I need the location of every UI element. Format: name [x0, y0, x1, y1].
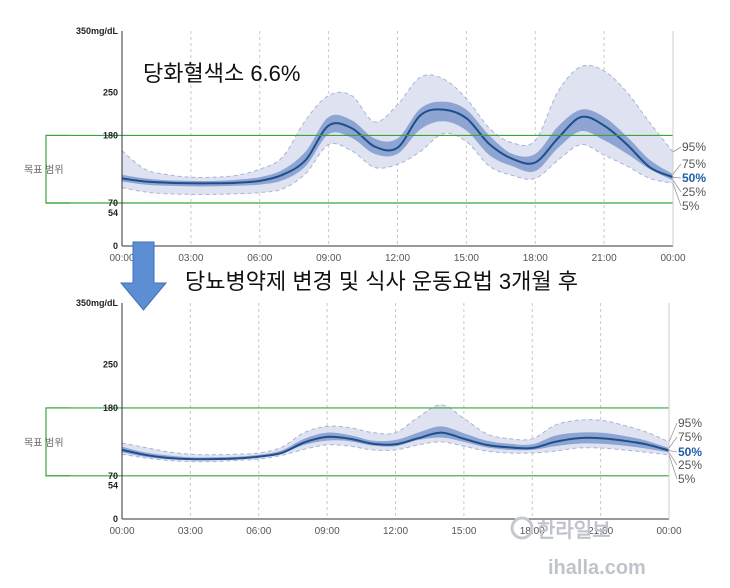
median-line — [121, 108, 674, 185]
target-range-label: 목표 범위 — [24, 436, 64, 449]
percentile-connector — [672, 183, 682, 207]
percentile-label: 50% — [682, 171, 706, 185]
band-5-95-edge-lower — [121, 441, 670, 463]
median-line — [121, 431, 670, 461]
x-tick-label: 00:00 — [660, 253, 685, 264]
percentile-label: 25% — [682, 185, 706, 199]
y-tick-label: 54 — [108, 208, 118, 218]
percentile-connector — [672, 180, 682, 193]
x-tick-label: 21:00 — [592, 253, 617, 264]
x-tick-label: 12:00 — [385, 253, 410, 264]
percentile-label: 95% — [678, 416, 702, 430]
percentile-label: 5% — [678, 472, 696, 486]
x-tick-label: 00:00 — [656, 526, 681, 537]
x-tick-label: 03:00 — [178, 526, 203, 537]
y-tick-label: 250 — [103, 87, 118, 97]
percentile-label: 25% — [678, 458, 702, 472]
percentile-label: 50% — [678, 445, 702, 459]
target-bracket — [45, 134, 70, 204]
band-25-75 — [122, 426, 669, 460]
target-bracket — [45, 407, 70, 477]
percentile-connector — [668, 436, 678, 449]
y-tick-label: 0 — [113, 514, 118, 524]
band-5-95-edge-lower — [121, 132, 674, 195]
band-5-95-edge-upper — [121, 404, 670, 456]
x-tick-label: 15:00 — [451, 526, 476, 537]
y-tick-label: 180 — [103, 403, 118, 413]
y-tick-label: 250 — [103, 360, 118, 370]
watermark-korean: 한라일보 — [537, 519, 611, 542]
watermark-url: ihalla.com — [548, 557, 646, 579]
x-tick-label: 12:00 — [383, 526, 408, 537]
percentile-connector — [672, 176, 682, 179]
chart-after: 00:00 03:00 06:00 09:00 12:00 15:00 18:00 21:00… — [24, 298, 702, 537]
down-arrow — [119, 241, 168, 311]
x-tick-label: 15:00 — [454, 253, 479, 264]
x-tick-label: 00:00 — [109, 526, 134, 537]
x-tick-label: 03:00 — [178, 253, 203, 264]
headline-after: 당뇨병약제 변경 및 식사 운동요법 3개월 후 — [185, 269, 578, 294]
y-tick-label: 54 — [108, 481, 118, 491]
y-tick-label: 70 — [108, 471, 118, 481]
percentile-label: 95% — [682, 140, 706, 154]
y-tick-label: 350mg/dL — [76, 298, 119, 308]
x-tick-label: 06:00 — [247, 253, 272, 264]
percentile-connector — [668, 454, 678, 480]
percentile-connector — [672, 146, 682, 153]
x-tick-label: 18:00 — [523, 253, 548, 264]
band-5-95-edge-upper — [121, 64, 674, 178]
percentile-label: 75% — [682, 157, 706, 171]
x-tick-label: 21:00 — [588, 526, 613, 537]
x-tick-label: 00:00 — [109, 253, 134, 264]
percentile-connector — [672, 163, 682, 175]
percentile-connector — [668, 452, 678, 466]
target-range-label: 목표 범위 — [24, 163, 64, 176]
percentile-label: 5% — [682, 199, 700, 213]
percentile-label: 75% — [678, 430, 702, 444]
y-tick-label: 0 — [113, 241, 118, 251]
percentile-connector — [668, 422, 678, 443]
band-25-75 — [122, 101, 673, 187]
watermark: 한라일보 ihalla.com — [510, 516, 646, 579]
headline-a1c: 당화혈색소 6.6% — [143, 61, 300, 86]
x-tick-label: 06:00 — [246, 526, 271, 537]
y-tick-label: 70 — [108, 198, 118, 208]
y-tick-label: 350mg/dL — [76, 26, 119, 36]
chart-before: 00:00 03:00 06:00 09:00 12:00 15:00 18:00 21:00… — [24, 26, 706, 264]
percentile-connector — [668, 450, 678, 453]
x-tick-label: 09:00 — [315, 526, 340, 537]
y-tick-label: 180 — [103, 130, 118, 140]
x-tick-label: 09:00 — [316, 253, 341, 264]
